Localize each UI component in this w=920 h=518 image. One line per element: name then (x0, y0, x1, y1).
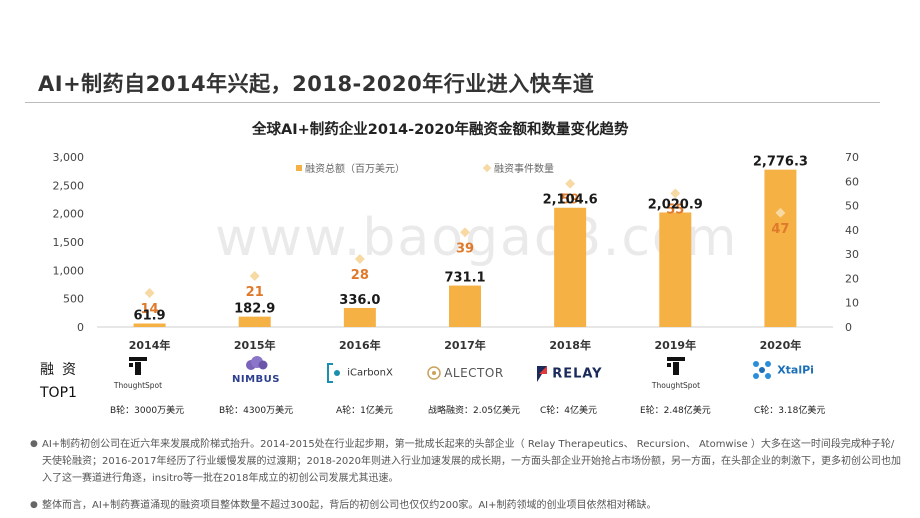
company-logo-text: ThoughtSpot (651, 381, 701, 390)
top1-label-line2: TOP1 (40, 385, 77, 401)
company-logo-text: RELAY (552, 366, 603, 382)
legend-item-amount: 融资总额（百万美元） (296, 160, 405, 175)
data-label-count: 21 (246, 285, 264, 300)
bullet-dot-icon: ● (30, 500, 38, 510)
data-label-count: 55 (666, 202, 684, 217)
thoughtspot-mark-icon (129, 357, 147, 375)
xtalpi-molecule-icon (753, 361, 771, 379)
data-label-amount: 2,776.3 (753, 155, 808, 170)
x-tick-label: 2014年 (129, 338, 171, 352)
y-left-tick-label: 1,500 (53, 236, 85, 249)
x-tick-label: 2017年 (444, 338, 486, 352)
nimbus-cloud-icon (246, 356, 268, 370)
note-text: AI+制药初创公司在近六年来发展成阶梯式抬升。2014-2015处在行业起步期，… (42, 439, 902, 484)
company-logo-text: ThoughtSpot (113, 381, 163, 390)
data-label-amount: 2,104.6 (543, 193, 598, 208)
data-label-amount: 2,020.9 (648, 197, 703, 212)
data-label-amount: 61.9 (134, 308, 166, 323)
round-label-2019: E轮：2.48亿美元 (640, 406, 711, 416)
data-label-count: 39 (456, 241, 474, 256)
company-logo-icarbonx: iCarbonX (326, 362, 393, 384)
bar-amount (554, 207, 587, 327)
x-tick-label: 2016年 (339, 338, 381, 352)
thoughtspot-mark-icon (667, 357, 685, 375)
y-right-tick-label: 60 (845, 175, 859, 188)
x-tick-label: 2018年 (549, 338, 591, 352)
bar-amount (238, 316, 271, 327)
bullet-dot-icon: ● (30, 439, 38, 449)
company-logo-relay: RELAY (535, 364, 607, 384)
y-right-tick-label: 70 (845, 151, 859, 164)
round-label-2020: C轮：3.18亿美元 (754, 406, 826, 416)
company-logo-thoughtspot-2014: ThoughtSpot (113, 355, 163, 390)
data-label-amount: 731.1 (444, 271, 485, 286)
financing-chart: 0 500 1,000 1,500 2,000 2,500 3,000 0 10 20 30 40 50… (53, 151, 860, 352)
icarbonx-bracket-icon (327, 363, 340, 383)
y-left-tick-label: 2,500 (53, 179, 85, 192)
legend-item-count: 融资事件数量 (482, 160, 554, 175)
y-right-tick-label: 40 (845, 224, 859, 237)
company-logo-xtalpi: XtalPi (750, 358, 820, 382)
note-text: 整体而言，AI+制药赛道涌现的融资项目整体数量不超过300起，背后的初创公司也仅… (42, 500, 657, 511)
y-right-tick-label: 0 (845, 321, 852, 334)
bar-amount (343, 307, 376, 327)
data-label-amount: 336.0 (339, 293, 380, 308)
y-right-tick-label: 50 (845, 200, 859, 213)
point-count (249, 271, 260, 281)
bar-amount (133, 323, 166, 327)
company-logo-thoughtspot-2019: ThoughtSpot (651, 355, 701, 390)
data-label-amount: 182.9 (234, 302, 275, 317)
note-item: ● AI+制药初创公司在近六年来发展成阶梯式抬升。2014-2015处在行业起步… (30, 436, 902, 487)
company-logo-alector: ALECTOR (427, 366, 505, 380)
round-label-2015: B轮：4300万美元 (219, 406, 294, 416)
legend-label-count: 融资事件数量 (494, 164, 554, 175)
round-label-2016: A轮：1亿美元 (336, 406, 393, 416)
point-count (670, 188, 681, 199)
point-count (354, 254, 365, 264)
title-divider (25, 102, 880, 103)
y-right-tick-label: 10 (845, 297, 859, 310)
top1-label-line1: 融资 (40, 362, 84, 378)
slide-title: AI+制药自2014年兴起，2018-2020年行业进入快车道 (38, 72, 595, 96)
bar-amount (659, 212, 692, 327)
y-left-tick-label: 0 (77, 321, 84, 334)
point-count (775, 207, 786, 218)
data-label-count: 59 (561, 193, 579, 208)
y-right-tick-label: 30 (845, 248, 859, 261)
company-logo-text: ALECTOR (444, 366, 504, 380)
legend-swatch-bar (296, 165, 302, 171)
note-item: ● 整体而言，AI+制药赛道涌现的融资项目整体数量不超过300起，背后的初创公司… (30, 497, 902, 514)
alector-circle-icon (427, 366, 441, 380)
round-label-2018: C轮：4亿美元 (540, 406, 598, 416)
data-label-count: 14 (141, 302, 159, 317)
point-count (144, 288, 155, 298)
company-logo-nimbus: NIMBUS (226, 355, 286, 385)
data-label-count: 28 (351, 268, 369, 283)
y-right-tick-label: 20 (845, 272, 859, 285)
point-count (460, 227, 470, 238)
y-left-tick-label: 3,000 (53, 151, 85, 164)
y-left-tick-label: 2,000 (53, 208, 85, 221)
relay-arrow-icon (537, 366, 547, 382)
round-label-2017: 战略融资：2.05亿美元 (428, 406, 521, 416)
company-logo-text: iCarbonX (347, 367, 393, 379)
company-logo-text: XtalPi (777, 363, 814, 377)
bar-amount (764, 169, 797, 327)
x-tick-label: 2015年 (234, 338, 276, 352)
round-label-2014: B轮：3000万美元 (110, 406, 185, 416)
legend-label-amount: 融资总额（百万美元） (305, 164, 405, 175)
chart-title: 全球AI+制药企业2014-2020年融资金额和数量变化趋势 (252, 122, 629, 138)
company-logo-text: NIMBUS (232, 374, 280, 385)
x-tick-label: 2020年 (760, 338, 802, 352)
bar-amount (449, 285, 481, 327)
y-left-tick-label: 1,000 (53, 264, 85, 277)
y-left-tick-label: 500 (63, 293, 84, 306)
point-count (565, 178, 576, 189)
x-tick-label: 2019年 (654, 338, 696, 352)
watermark: www.baogao8.com (215, 208, 739, 268)
data-label-count: 47 (771, 222, 789, 237)
